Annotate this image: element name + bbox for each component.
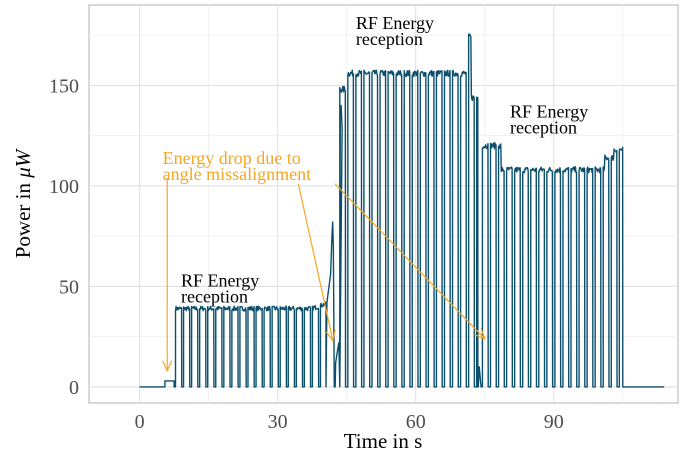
y-axis-title-unit: μW [11,147,35,179]
y-tick-label: 0 [69,377,79,399]
x-tick-label: 90 [544,411,564,433]
series-group [139,33,665,388]
annotation-line: reception [181,286,248,306]
annotation-label: RF Energy reception [356,13,434,49]
x-tick-label: 0 [135,411,145,433]
annotation-label: RF Energy reception [510,102,588,138]
y-axis-title-prefix: Power in [11,178,35,259]
annotation-arrowhead [162,360,173,373]
y-tick-labels: 0 50 100 150 [49,75,79,399]
x-tick-label: 30 [268,411,288,433]
x-tick-labels: 0 30 60 90 [135,411,564,433]
y-tick-label: 150 [49,75,79,97]
annotation-line: reception [356,29,423,49]
grid-minor [89,5,678,403]
annotation-arrows [162,177,486,373]
annotation-label: RF Energy reception [181,270,259,306]
annotation-line: angle missalignment [163,164,311,184]
y-tick-label: 100 [49,176,79,198]
plot-panel [88,4,679,404]
y-axis-title: Power in μW [11,147,35,258]
series-line-power [139,33,665,388]
annotation-arrow [297,183,334,341]
annotation-arrowhead [474,328,486,340]
y-tick-label: 50 [59,276,79,298]
annotation-note: Energy drop due to angle missalignment [163,148,311,184]
annotation-line: Energy drop due to [163,148,301,168]
x-axis-title: Time in s [344,429,423,453]
annotation-line: reception [510,118,577,138]
annotation-line: RF Energy [181,270,259,290]
annotation-arrowhead [325,329,336,343]
annotation-line: RF Energy [356,13,434,33]
annotation-arrow [334,183,486,340]
annotation-line: RF Energy [510,102,588,122]
x-tick-label: 60 [406,411,426,433]
